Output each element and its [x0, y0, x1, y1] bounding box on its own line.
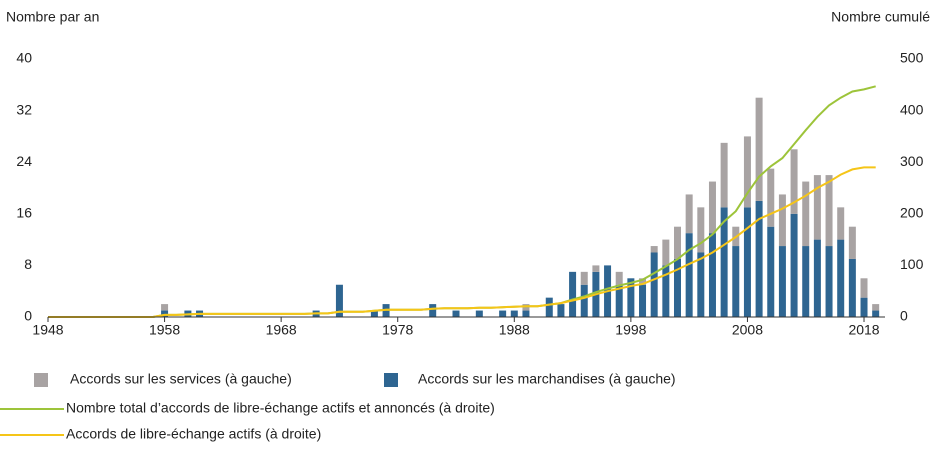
bar — [639, 284, 647, 317]
bar — [860, 297, 868, 317]
bar — [522, 310, 530, 317]
y2-tick-label: 500 — [900, 50, 924, 66]
bar — [452, 310, 460, 317]
x-tick-label: 1968 — [266, 322, 297, 338]
x-tick-label: 1978 — [382, 322, 413, 338]
bar — [662, 265, 670, 317]
bar — [872, 304, 880, 311]
bar — [767, 168, 775, 227]
bar — [161, 304, 169, 311]
bar — [370, 310, 378, 317]
bar — [755, 200, 763, 317]
bar — [522, 304, 530, 311]
x-tick-label: 1958 — [149, 322, 180, 338]
y-tick-label: 16 — [16, 205, 32, 221]
bar — [557, 304, 565, 317]
bar — [767, 226, 775, 317]
bar — [837, 239, 845, 317]
bar — [848, 258, 856, 317]
x-tick-label: 1998 — [615, 322, 646, 338]
bar — [499, 310, 507, 317]
bar — [837, 207, 845, 240]
bar — [650, 252, 658, 317]
y2-tick-label: 400 — [900, 101, 924, 117]
bar — [580, 284, 588, 317]
bar — [685, 194, 693, 234]
x-tick-label: 2018 — [848, 322, 879, 338]
bar — [802, 181, 810, 247]
bar — [685, 233, 693, 317]
bar — [639, 278, 647, 285]
bar — [778, 246, 786, 317]
x-tick-label: 1988 — [499, 322, 530, 338]
legend-label: Nombre total d’accords de libre-échange … — [66, 400, 495, 416]
bar — [650, 246, 658, 253]
bar — [569, 271, 577, 317]
bar — [673, 258, 681, 317]
bar — [825, 175, 833, 247]
bar — [872, 310, 880, 317]
bar — [627, 278, 635, 317]
y-tick-label: 24 — [16, 153, 32, 169]
bar — [615, 284, 623, 317]
x-tick-label: 2008 — [732, 322, 763, 338]
bar — [860, 278, 868, 298]
bar — [755, 97, 763, 201]
y2-tick-label: 300 — [900, 153, 924, 169]
bar — [790, 213, 798, 317]
bar — [825, 246, 833, 317]
bar — [743, 136, 751, 208]
y-tick-label: 40 — [16, 50, 32, 66]
bar — [813, 175, 821, 240]
bar — [732, 246, 740, 317]
y-tick-label: 8 — [24, 256, 32, 272]
bar — [708, 233, 716, 317]
line — [48, 85, 876, 318]
bar — [802, 246, 810, 317]
y-tick-label: 0 — [24, 308, 32, 324]
bar — [697, 252, 705, 317]
bar — [743, 207, 751, 317]
legend-swatch — [384, 373, 398, 387]
bar — [673, 226, 681, 259]
bar — [778, 194, 786, 247]
bar — [475, 310, 483, 317]
y2-tick-label: 200 — [900, 205, 924, 221]
x-tick-label: 1948 — [32, 322, 63, 338]
bar — [697, 207, 705, 253]
bar — [580, 271, 588, 285]
bar — [161, 310, 169, 317]
y2-tick-label: 0 — [900, 308, 908, 324]
bar — [429, 304, 437, 317]
bar — [662, 239, 670, 266]
bar — [813, 239, 821, 317]
bar — [335, 284, 343, 317]
bar — [708, 181, 716, 234]
bar — [790, 149, 798, 214]
y2-tick-label: 100 — [900, 256, 924, 272]
legend-label: Accords de libre-échange actifs (à droit… — [66, 426, 321, 442]
y2-axis-label: Nombre cumulé — [831, 9, 930, 25]
bar — [545, 297, 553, 317]
bar — [510, 310, 518, 317]
legend-swatch — [34, 373, 48, 387]
bar — [848, 226, 856, 259]
legend-label: Accords sur les services (à gauche) — [70, 371, 292, 387]
legend-label: Accords sur les marchandises (à gauche) — [418, 371, 676, 387]
bar — [592, 265, 600, 272]
bar — [720, 142, 728, 208]
bar — [615, 271, 623, 285]
y-tick-label: 32 — [16, 101, 32, 117]
line — [48, 166, 876, 318]
y-axis-label: Nombre par an — [6, 9, 99, 25]
bar — [720, 207, 728, 317]
